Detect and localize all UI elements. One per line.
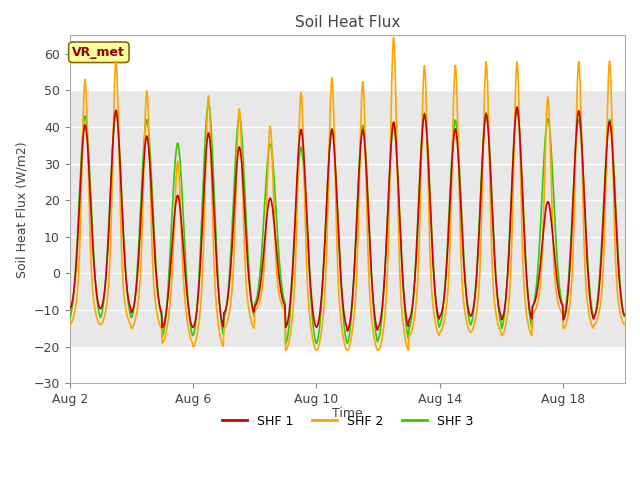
SHF 1	[196, 265, 204, 271]
Line: SHF 2: SHF 2	[70, 37, 625, 350]
SHF 1	[86, 179, 93, 185]
SHF 2	[298, 95, 305, 101]
SHF 3	[66, 315, 74, 321]
SHF 3	[268, 151, 276, 156]
Line: SHF 1: SHF 1	[70, 107, 625, 331]
SHF 2	[282, 348, 289, 353]
Title: Soil Heat Flux: Soil Heat Flux	[294, 15, 400, 30]
SHF 2	[66, 322, 74, 327]
SHF 3	[298, 151, 306, 156]
SHF 3	[621, 313, 628, 319]
SHF 1	[297, 126, 305, 132]
SHF 3	[515, 120, 523, 126]
SHF 2	[381, 316, 388, 322]
SHF 1	[268, 199, 275, 204]
SHF 1	[513, 104, 521, 110]
X-axis label: Time: Time	[332, 408, 363, 420]
SHF 3	[381, 262, 389, 267]
Y-axis label: Soil Heat Flux (W/m2): Soil Heat Flux (W/m2)	[15, 141, 28, 277]
SHF 1	[381, 273, 388, 279]
Bar	[70, 90, 625, 347]
SHF 2	[86, 216, 93, 222]
SHF 1	[515, 119, 523, 124]
SHF 2	[515, 101, 523, 107]
SHF 2	[268, 137, 275, 143]
SHF 3	[86, 168, 93, 173]
SHF 1	[344, 328, 351, 334]
Legend: SHF 1, SHF 2, SHF 3: SHF 1, SHF 2, SHF 3	[216, 410, 478, 433]
SHF 3	[205, 100, 212, 106]
Line: SHF 3: SHF 3	[70, 103, 625, 344]
SHF 2	[621, 322, 628, 327]
SHF 2	[390, 35, 397, 40]
Text: VR_met: VR_met	[72, 46, 125, 59]
SHF 3	[282, 341, 289, 347]
SHF 1	[66, 306, 74, 312]
SHF 3	[196, 252, 204, 258]
SHF 1	[621, 312, 628, 318]
SHF 2	[196, 309, 204, 314]
